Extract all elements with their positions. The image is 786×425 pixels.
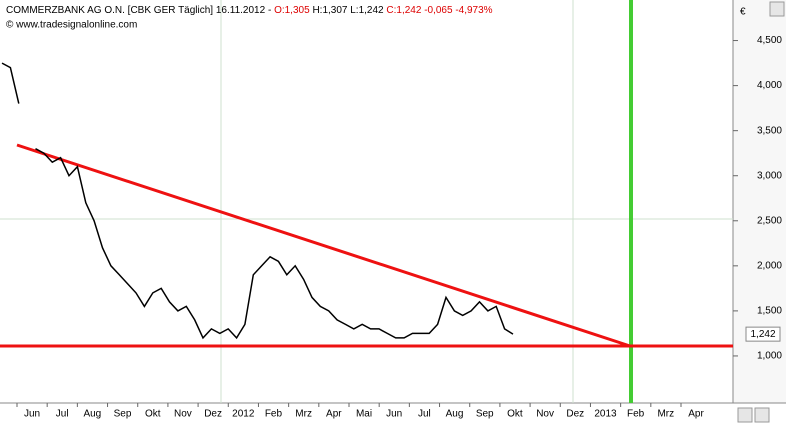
y-tick-label: 3,000 — [757, 170, 782, 181]
x-tick-label: Okt — [145, 409, 161, 420]
scroll-right[interactable] — [754, 407, 770, 423]
last-price-box — [745, 326, 781, 342]
y-tick-label: 1,500 — [757, 306, 782, 317]
y-tick-label: 1,000 — [757, 351, 782, 362]
x-tick-label: Mai — [356, 409, 372, 420]
x-tick-label: Jun — [386, 409, 402, 420]
header: COMMERZBANK AG O.N. [CBK GER Täglich] 16… — [6, 5, 493, 16]
x-tick-label: Okt — [507, 409, 523, 420]
open: O:1,305 — [274, 5, 310, 16]
x-tick-label: Mrz — [657, 409, 674, 420]
subtitle: © www.tradesignalonline.com — [6, 20, 137, 31]
x-tick-label: Jul — [418, 409, 431, 420]
x-tick-label: Feb — [627, 409, 645, 420]
scroll-left[interactable] — [737, 407, 753, 423]
last-price-label: 1,242 — [750, 329, 775, 340]
x-tick-label: Mrz — [295, 409, 312, 420]
close: C:1,242 -0,065 -4,973% — [386, 5, 492, 16]
trend-line — [16, 143, 631, 348]
y-tick-label: 4,000 — [757, 80, 782, 91]
high-low: H:1,307 L:1,242 — [312, 5, 384, 16]
y-tick-label: 4,500 — [757, 35, 782, 46]
x-tick-label: Nov — [536, 409, 554, 420]
y-axis-panel — [733, 0, 786, 403]
x-tick-label: Apr — [688, 409, 704, 420]
scroll-button[interactable] — [769, 1, 785, 17]
x-tick-label: Jul — [56, 409, 69, 420]
x-tick-label: Sep — [476, 409, 494, 420]
currency: € — [740, 7, 746, 18]
x-tick-label: Aug — [446, 409, 464, 420]
x-tick-label: Feb — [265, 409, 283, 420]
x-tick-label: Dez — [566, 409, 584, 420]
y-tick-label: 2,500 — [757, 215, 782, 226]
x-tick-label: Jun — [24, 409, 40, 420]
x-tick-label: Sep — [114, 409, 132, 420]
x-tick-label: 2013 — [594, 409, 617, 420]
symbol: COMMERZBANK AG O.N. [CBK GER Täglich] 16… — [6, 5, 271, 16]
x-tick-label: Nov — [174, 409, 192, 420]
y-tick-label: 3,500 — [757, 125, 782, 136]
x-tick-label: Aug — [83, 409, 101, 420]
y-tick-label: 2,000 — [757, 260, 782, 271]
x-tick-label: Apr — [326, 409, 342, 420]
x-tick-label: Dez — [204, 409, 222, 420]
price-line — [1, 62, 514, 340]
x-tick-label: 2012 — [232, 409, 255, 420]
